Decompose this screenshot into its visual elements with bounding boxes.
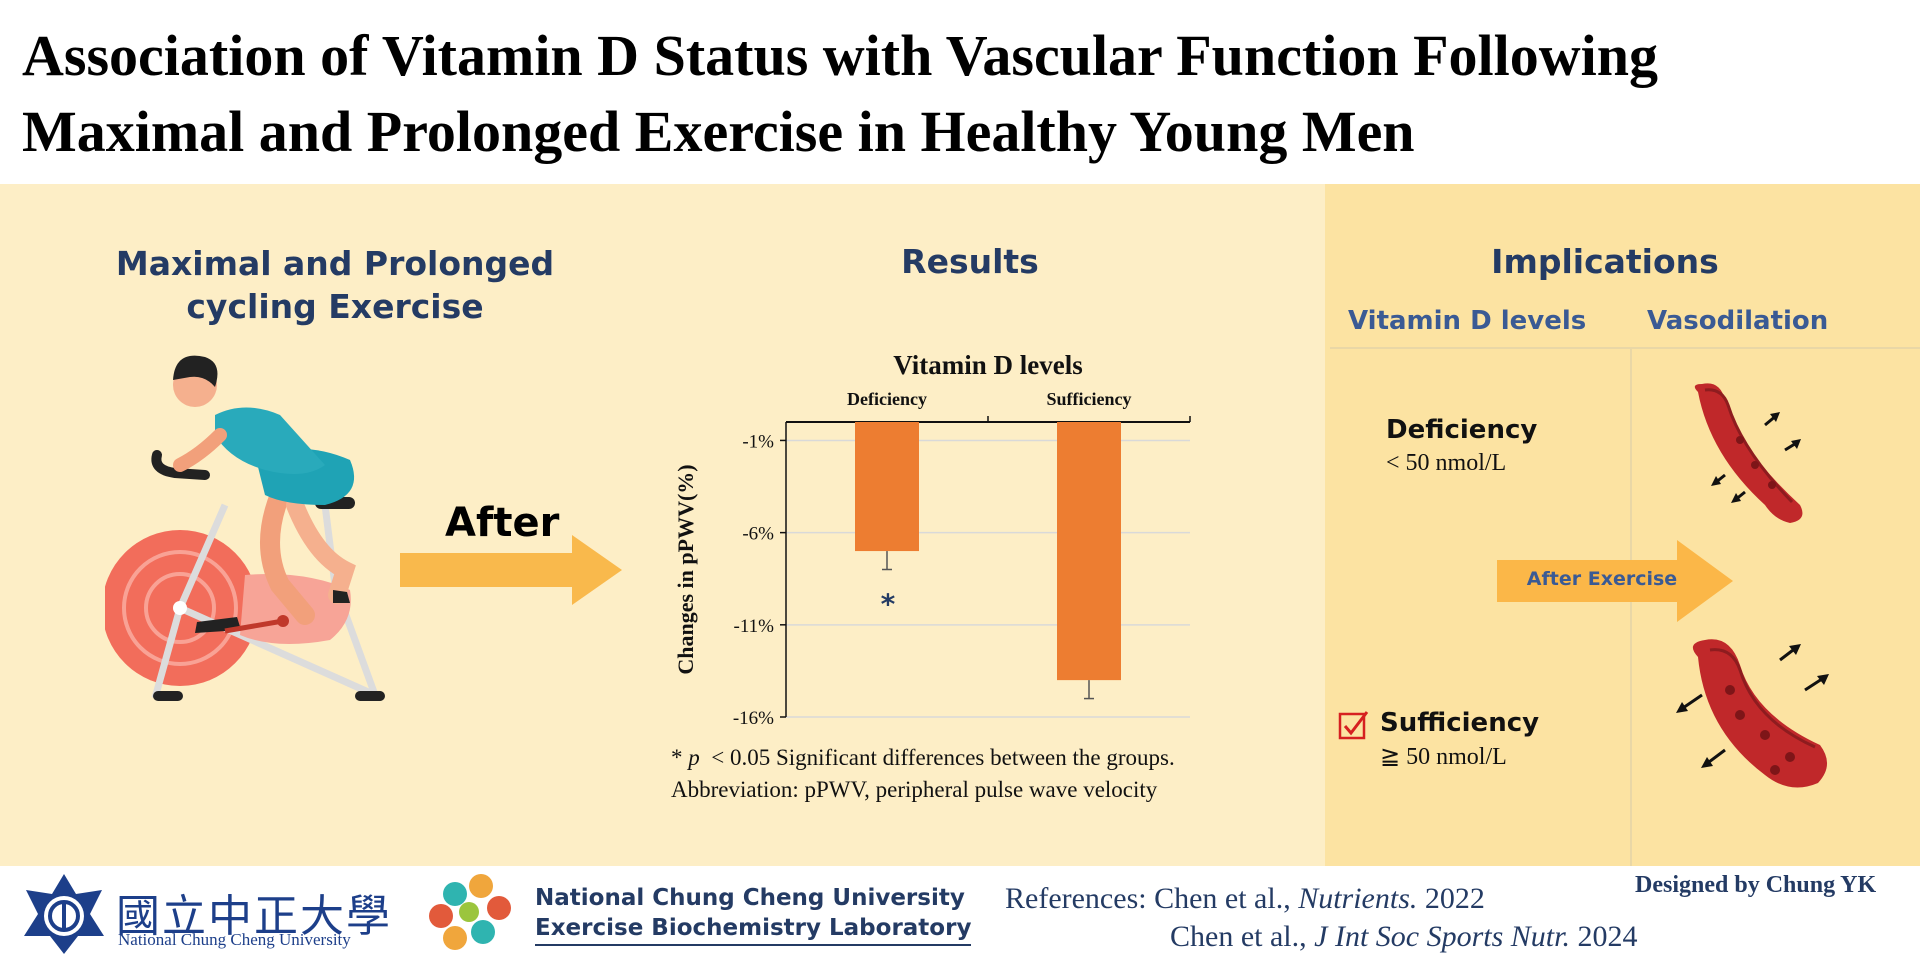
title-line-1: Association of Vitamin D Status with Vas…	[22, 23, 1659, 88]
footnote-p: p	[688, 745, 700, 770]
exercise-heading-line-2: cycling Exercise	[186, 287, 484, 326]
vasodilation-header: Vasodilation	[1647, 306, 1829, 336]
reference-1-year: 2022	[1424, 882, 1485, 915]
reference-2-journal: J Int Soc Sports Nutr.	[1314, 920, 1570, 953]
reference-2: Chen et al., J Int Soc Sports Nutr. 2024	[1170, 920, 1637, 954]
blood-vessel-constricted-icon	[1694, 383, 1803, 523]
results-footnote: * p < 0.05 Significant differences betwe…	[671, 742, 1175, 806]
vitamin-d-levels-header: Vitamin D levels	[1348, 306, 1587, 336]
reference-1-journal: Nutrients.	[1298, 882, 1418, 915]
reference-1-prefix: References: Chen et al.,	[1005, 882, 1291, 915]
page-title: Association of Vitamin D Status with Vas…	[22, 18, 1902, 170]
y-tick-label: -11%	[734, 616, 775, 637]
category-label: Sufficiency	[1047, 389, 1132, 409]
y-tick-label: -1%	[742, 431, 774, 452]
chart-title: Vitamin D levels	[893, 350, 1082, 380]
exercise-heading: Maximal and Prolonged cycling Exercise	[60, 242, 610, 328]
university-emblem-icon	[24, 874, 104, 954]
reference-2-prefix: Chen et al.,	[1170, 920, 1307, 953]
footnote-star: *	[671, 745, 683, 770]
after-exercise-label: After Exercise	[1526, 568, 1678, 590]
footnote-significance-text: < 0.05 Significant differences between t…	[711, 745, 1175, 770]
y-tick-label: -16%	[733, 708, 774, 725]
implications-heading: Implications	[1491, 242, 1719, 281]
deficiency-value: < 50 nmol/L	[1386, 450, 1507, 476]
arrow-right-icon	[400, 535, 622, 605]
reference-2-year: 2024	[1577, 920, 1638, 953]
pwv-bar-chart: Vitamin D levels -1% -6% -11% -16% Deficiency…	[673, 350, 1191, 725]
university-name-english: National Chung Cheng University	[118, 930, 351, 949]
bar-sufficiency	[1057, 422, 1121, 681]
university-name-chinese: 國立中正大學	[116, 892, 392, 941]
reference-1: References: Chen et al., Nutrients. 2022	[1005, 882, 1485, 916]
footnote-abbreviation: Abbreviation: pPWV, peripheral pulse wav…	[671, 777, 1158, 802]
bar-deficiency	[855, 422, 919, 552]
lab-name-line-2: Exercise Biochemistry Laboratory	[535, 915, 972, 946]
footnote-significance: * p < 0.05 Significant differences betwe…	[671, 742, 1175, 774]
title-line-2: Maximal and Prolonged Exercise in Health…	[22, 99, 1415, 164]
blood-vessel-dilated-icon	[1676, 639, 1829, 788]
lab-name-line-1: National Chung Cheng University	[535, 885, 965, 911]
column-divider	[1630, 347, 1632, 866]
after-exercise-arrow-icon	[1497, 540, 1733, 622]
header-divider	[1330, 347, 1920, 349]
y-tick-label: -6%	[742, 524, 774, 545]
sufficiency-title: Sufficiency	[1380, 708, 1540, 738]
significance-marker: *	[881, 588, 896, 621]
cyclist-illustration	[105, 355, 385, 701]
lab-logo-icon	[429, 874, 511, 950]
after-label: After	[445, 500, 560, 546]
results-heading: Results	[901, 242, 1039, 281]
designer-credit: Designed by Chung YK	[1635, 872, 1877, 898]
y-axis-label: Changes in pPWV(%)	[673, 464, 698, 674]
category-label: Deficiency	[847, 389, 927, 409]
sufficiency-value: ≧ 50 nmol/L	[1380, 744, 1507, 770]
exercise-heading-line-1: Maximal and Prolonged	[115, 244, 555, 283]
checkbox-checked-icon	[1338, 711, 1369, 740]
deficiency-title: Deficiency	[1386, 415, 1538, 445]
